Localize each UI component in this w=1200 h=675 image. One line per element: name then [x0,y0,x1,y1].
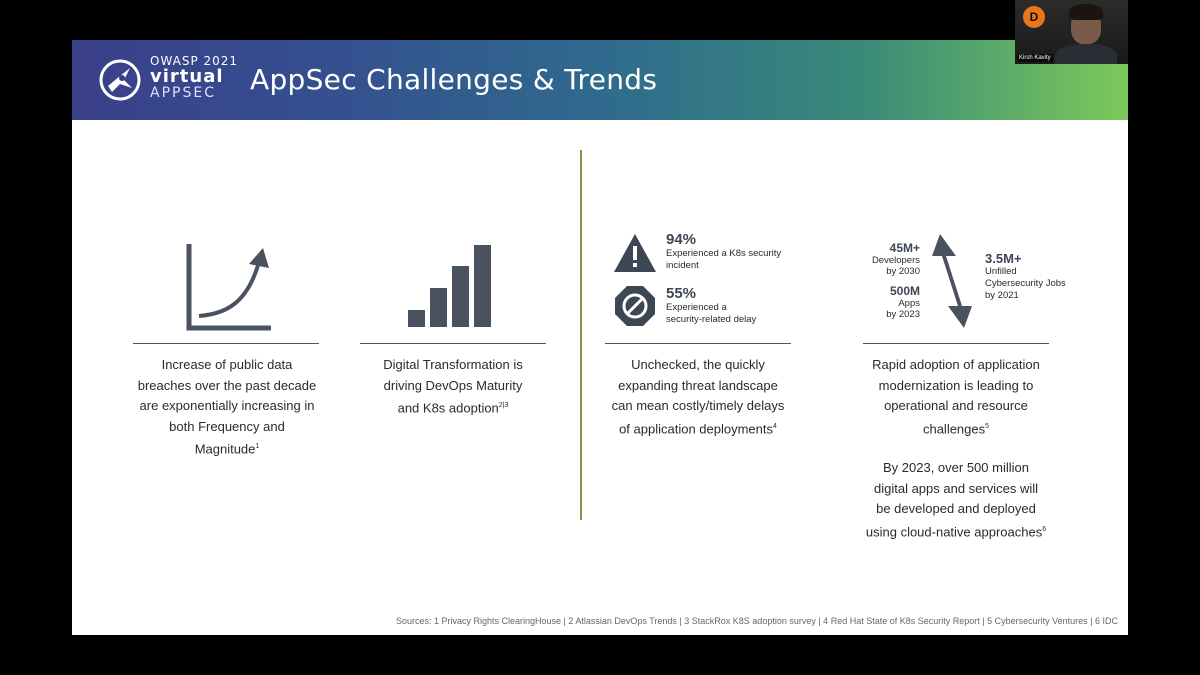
caption-line: be developed and deployed [876,501,1036,516]
slide: OWASP 2021 virtual APPSEC AppSec Challen… [72,40,1128,635]
sources-footnote: Sources: 1 Privacy Rights ClearingHouse … [395,616,1118,626]
caption-line: using cloud-native approaches6 [846,520,1066,543]
caption-line: both Frequency and [169,418,285,434]
column-rule [360,343,546,344]
stat-developers: 45M+ Developers by 2030 [848,241,920,278]
footnote-ref: 6 [1042,525,1047,533]
logo-text: OWASP 2021 virtual APPSEC [150,54,238,100]
caption-line: Digital Transformation is [383,357,523,372]
presenter-name-label: Kirsh Kavity [1017,54,1053,62]
stat-label: security-related delay [666,314,757,325]
caption-line: digital apps and services will [873,480,1039,496]
caption-line: modernization is leading to [878,377,1034,393]
column-rule [133,343,319,344]
stat-value: 3.5M+ [985,251,1022,266]
caption-line: breaches over the past decade [137,377,317,393]
stat-label: by 2021 [985,290,1019,301]
bar-chart-icon [408,245,491,327]
stat-apps: 500M Apps by 2023 [848,284,920,321]
stat-value: 55% [666,285,697,302]
caption-app-modernization: Rapid adoption of application modernizat… [846,355,1066,439]
presenter-hair [1069,4,1103,20]
footnote-ref: 4 [773,422,777,430]
caption-line: Increase of public data [161,357,293,372]
stat-value: 45M+ [889,241,920,255]
page-title: AppSec Challenges & Trends [250,63,658,96]
slide-header: OWASP 2021 virtual APPSEC AppSec Challen… [72,40,1128,120]
caption-line: of application deployments4 [593,417,803,440]
logo-line1: OWASP 2021 [150,54,239,68]
stat-k8s-incident: 94% Experienced a K8s security incident [666,231,781,272]
caption-line: expanding threat landscape [618,377,778,393]
caption-threat-landscape: Unchecked, the quickly expanding threat … [593,355,803,439]
stat-label: Unfilled [985,266,1017,277]
stat-label: Experienced a K8s security [666,248,782,259]
stat-label: by 2023 [886,309,920,320]
column-rule [863,343,1049,344]
stat-label: Apps [898,298,920,309]
exponential-growth-chart-icon [186,244,271,331]
footnote-ref: 5 [985,422,990,430]
logo-line3: APPSEC [150,85,216,101]
stat-cybersecurity-jobs: 3.5M+ Unfilled Cybersecurity Jobs by 202… [985,251,1066,302]
stat-label: by 2030 [886,266,920,277]
caption-text: and K8s adoption [397,400,499,416]
stat-value: 500M [889,284,920,298]
caption-cloud-native-apps: By 2023, over 500 million digital apps a… [846,458,1066,542]
caption-line: By 2023, over 500 million [883,460,1029,475]
stat-value: 94% [666,231,697,248]
caption-text: of application deployments [619,420,774,436]
caption-digital-transformation: Digital Transformation is driving DevOps… [348,355,558,419]
section-divider [580,150,582,520]
stat-label: incident [666,260,699,271]
caption-line: driving DevOps Maturity [383,377,523,393]
caption-text: using cloud-native approaches [865,523,1043,539]
caption-line: Rapid adoption of application [872,357,1040,372]
caption-line: can mean costly/timely delays [611,398,785,413]
caption-line: operational and resource [884,398,1028,413]
warning-triangle-icon [614,234,656,272]
presenter-body [1055,44,1117,64]
prohibited-octagon-icon [615,286,655,326]
stat-security-delay: 55% Experienced a security-related delay [666,285,756,326]
logo-line2: virtual [150,66,224,87]
footnote-ref: 2|3 [498,402,509,409]
up-down-arrow-icon [932,234,972,328]
column-rule [605,343,791,344]
webcam-tile[interactable]: D Kirsh Kavity [1015,0,1128,64]
caption-line: Unchecked, the quickly [631,357,765,372]
stat-label: Developers [871,255,920,266]
caption-data-breaches: Increase of public data breaches over th… [122,355,332,460]
caption-line: are exponentially increasing in [139,398,315,413]
presenter-avatar-badge: D [1023,6,1045,28]
caption-line: challenges5 [846,417,1066,440]
owasp-logo-icon [99,59,141,101]
caption-text: Magnitude [194,441,256,457]
stat-label: Cybersecurity Jobs [985,278,1066,289]
footnote-ref: 1 [255,443,260,450]
caption-text: challenges [922,420,986,436]
caption-line: Magnitude1 [122,437,332,460]
caption-line: and K8s adoption2|3 [348,396,558,419]
stat-label: Experienced a [666,302,727,313]
